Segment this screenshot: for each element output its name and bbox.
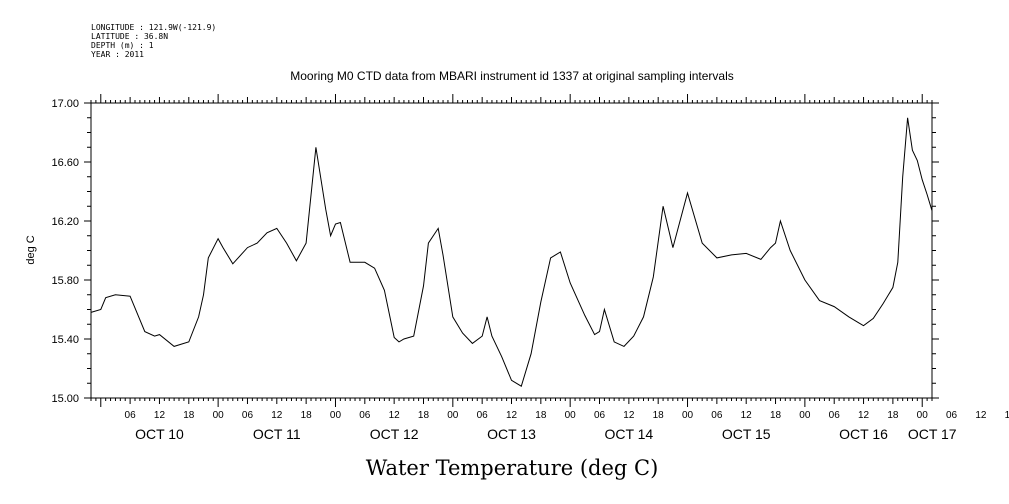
x-hour-label: 06 <box>594 410 606 421</box>
x-hour-label: 18 <box>301 410 313 421</box>
x-day-label: OCT 16 <box>839 426 888 442</box>
x-hour-label: 12 <box>271 410 283 421</box>
x-day-label: OCT 17 <box>908 426 957 442</box>
x-hour-label: 12 <box>623 410 635 421</box>
x-hour-label: 06 <box>711 410 723 421</box>
x-hour-label: 06 <box>477 410 489 421</box>
x-hour-label: 06 <box>946 410 958 421</box>
y-tick-label: 15.40 <box>51 334 79 346</box>
x-hour-label: 12 <box>975 410 987 421</box>
x-hour-label: 00 <box>799 410 811 421</box>
x-hour-label: 00 <box>917 410 929 421</box>
meta-depth: DEPTH (m) : 1 <box>91 41 154 50</box>
x-day-label: OCT 10 <box>135 426 184 442</box>
y-axis-label: deg C <box>25 235 37 264</box>
x-day-label: OCT 12 <box>370 426 419 442</box>
x-hour-label: 18 <box>887 410 899 421</box>
x-hour-label: 12 <box>858 410 870 421</box>
x-hour-label: 12 <box>154 410 166 421</box>
y-tick-label: 15.80 <box>51 275 79 287</box>
chart-title: Mooring M0 CTD data from MBARI instrumen… <box>290 69 734 83</box>
x-hour-label: 18 <box>770 410 782 421</box>
y-tick-label: 16.60 <box>51 157 79 169</box>
x-day-labels: OCT 10 OCT 11 OCT 12 OCT 13 OCT 14 OCT 15 OCT … <box>135 426 957 442</box>
x-hour-label: 06 <box>359 410 371 421</box>
y-tick-labels: 15.00 15.40 15.80 16.20 16.60 17.00 <box>51 98 79 405</box>
x-hour-label: 06 <box>125 410 137 421</box>
x-day-label: OCT 13 <box>487 426 536 442</box>
x-hour-label: 12 <box>389 410 401 421</box>
x-hour-label: 18 <box>535 410 547 421</box>
meta-year: YEAR : 2011 <box>91 50 144 59</box>
meta-longitude: LONGITUDE : 121.9W(-121.9) <box>91 23 216 32</box>
x-hour-label: 06 <box>829 410 841 421</box>
x-day-label: OCT 15 <box>722 426 771 442</box>
y-tick-label: 16.20 <box>51 216 79 228</box>
series-line-water-temperature <box>90 117 933 387</box>
x-axis-label: Water Temperature (deg C) <box>366 456 659 480</box>
y-tick-label: 17.00 <box>51 98 79 110</box>
x-hour-label: 06 <box>242 410 254 421</box>
x-hour-label: 18 <box>183 410 195 421</box>
meta-latitude: LATITUDE : 36.8N <box>91 32 168 41</box>
x-hour-label: 00 <box>682 410 694 421</box>
x-hour-label: 12 <box>506 410 518 421</box>
x-hour-labels: 06 12 18 00 06 12 18 00 06 12 18 00 06 12 18 00 06 12 18 00… <box>125 410 1009 421</box>
x-hour-label: 18 <box>1005 410 1009 421</box>
y-tick-label: 15.00 <box>51 393 79 405</box>
plot-frame <box>90 102 933 399</box>
x-hour-label: 00 <box>213 410 225 421</box>
x-hour-label: 00 <box>447 410 459 421</box>
axis-ticks <box>84 94 939 407</box>
x-hour-label: 12 <box>741 410 753 421</box>
x-hour-label: 00 <box>330 410 342 421</box>
x-day-label: OCT 14 <box>604 426 653 442</box>
x-hour-label: 18 <box>653 410 665 421</box>
x-hour-label: 00 <box>565 410 577 421</box>
x-hour-label: 18 <box>418 410 430 421</box>
x-day-label: OCT 11 <box>253 426 301 442</box>
